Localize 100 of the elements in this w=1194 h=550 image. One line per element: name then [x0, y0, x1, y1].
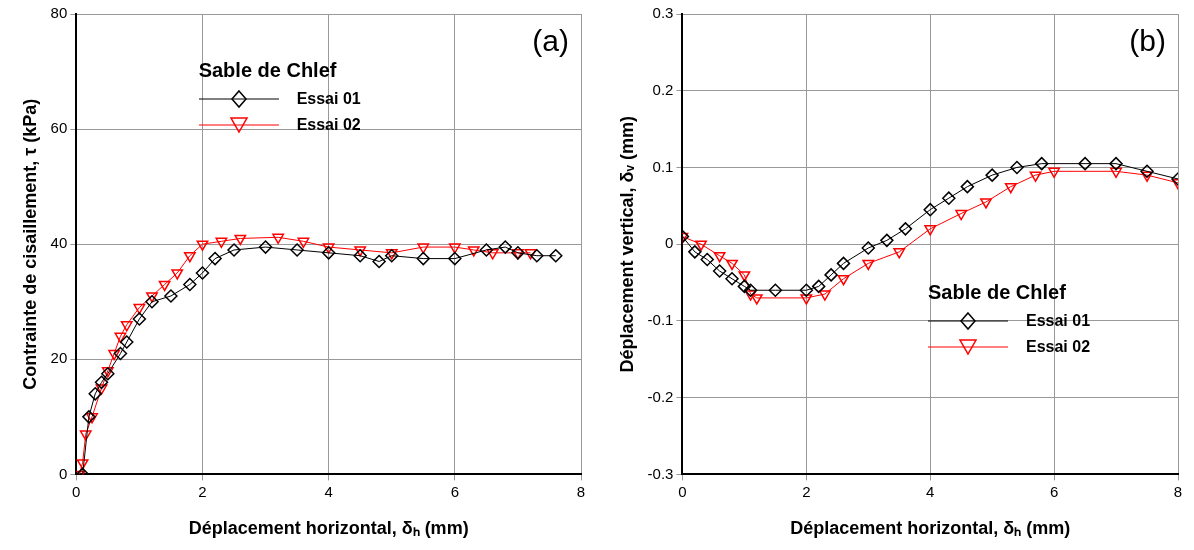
- point: [195, 266, 210, 280]
- point: [79, 430, 92, 441]
- point: [744, 290, 757, 301]
- point: [726, 259, 738, 271]
- point: [1034, 156, 1049, 171]
- point: [713, 251, 726, 263]
- x-tick-label: 6: [450, 482, 459, 500]
- legend-label: Essai 02: [296, 116, 361, 134]
- point: [836, 256, 851, 271]
- y-axis-title: Contrainte de cisaillement, τ (kPa): [19, 98, 40, 390]
- point: [196, 240, 209, 251]
- point: [86, 413, 98, 424]
- point: [208, 251, 222, 266]
- point: [799, 283, 814, 297]
- point: [448, 243, 461, 254]
- annotation: (b): [1129, 24, 1166, 58]
- y-tick-label: -0.2: [647, 387, 674, 405]
- point: [158, 280, 171, 292]
- x-tick-label: 0: [678, 482, 687, 500]
- point: [132, 312, 147, 326]
- point: [321, 246, 336, 260]
- y-axis-title: Déplacement vertical, δᵥ (mm): [616, 115, 637, 373]
- point: [479, 243, 494, 257]
- x-tick-label: 8: [576, 482, 586, 500]
- point: [837, 274, 850, 286]
- point: [800, 294, 813, 305]
- point: [113, 346, 128, 361]
- legend-title: Sable de Chlef: [198, 59, 338, 82]
- point: [942, 191, 956, 205]
- point: [712, 264, 727, 278]
- point: [1140, 164, 1154, 179]
- y-tick-label: 60: [50, 119, 68, 137]
- point: [960, 179, 975, 194]
- point: [108, 349, 121, 361]
- point: [688, 245, 702, 259]
- y-tick-label: -0.3: [647, 464, 674, 482]
- y-tick-label: 0.3: [652, 4, 674, 22]
- y-tick-label: 40: [50, 234, 68, 252]
- point: [114, 332, 127, 344]
- point: [1109, 156, 1123, 171]
- point: [234, 234, 247, 246]
- annotation: (a): [532, 24, 569, 58]
- point: [183, 277, 197, 292]
- point: [1004, 182, 1017, 194]
- point: [924, 225, 937, 236]
- point: [416, 251, 431, 266]
- point: [1141, 171, 1153, 182]
- point: [227, 243, 241, 257]
- point: [498, 240, 513, 254]
- point: [171, 269, 184, 280]
- y-tick-label: 20: [50, 349, 68, 367]
- y-tick-label: 0.1: [652, 157, 674, 175]
- point: [164, 289, 178, 303]
- x-tick-label: 2: [802, 482, 811, 500]
- x-tick-label: 8: [1173, 482, 1183, 500]
- point: [737, 279, 752, 294]
- point: [549, 248, 563, 263]
- legend-label: Essai 01: [296, 90, 361, 108]
- point: [95, 384, 108, 395]
- legend-label: Essai 02: [1026, 338, 1091, 357]
- point: [923, 202, 937, 217]
- point: [1029, 171, 1042, 182]
- x-tick-label: 4: [324, 482, 333, 500]
- point: [448, 251, 462, 266]
- point: [898, 222, 913, 236]
- x-tick-label: 4: [926, 482, 935, 500]
- point: [811, 279, 826, 294]
- point: [862, 259, 875, 271]
- point: [120, 335, 134, 349]
- point: [486, 249, 499, 260]
- point: [120, 321, 133, 332]
- point: [88, 387, 102, 401]
- y-tick-label: 0.2: [652, 80, 674, 98]
- point: [215, 237, 228, 249]
- point: [955, 209, 968, 221]
- point: [272, 233, 285, 245]
- point: [1110, 167, 1122, 179]
- point: [980, 198, 992, 209]
- point: [133, 303, 146, 315]
- point: [417, 243, 430, 254]
- y-tick-label: 80: [50, 4, 68, 22]
- point: [768, 283, 783, 297]
- point: [353, 248, 367, 263]
- point: [297, 237, 310, 249]
- point: [893, 248, 906, 259]
- point: [1078, 156, 1092, 171]
- point: [372, 254, 386, 269]
- point: [530, 248, 544, 263]
- point: [94, 375, 109, 390]
- point: [258, 240, 273, 254]
- point: [818, 290, 831, 301]
- point: [985, 168, 999, 182]
- x-axis-title: Déplacement horizontal, δₕ (mm): [790, 518, 1071, 539]
- point: [183, 251, 196, 263]
- point: [824, 268, 838, 282]
- y-tick-label: 0: [665, 234, 674, 252]
- point: [146, 292, 158, 303]
- point: [145, 295, 159, 309]
- legend-title: Sable de Chlef: [928, 281, 1067, 305]
- point: [750, 294, 763, 305]
